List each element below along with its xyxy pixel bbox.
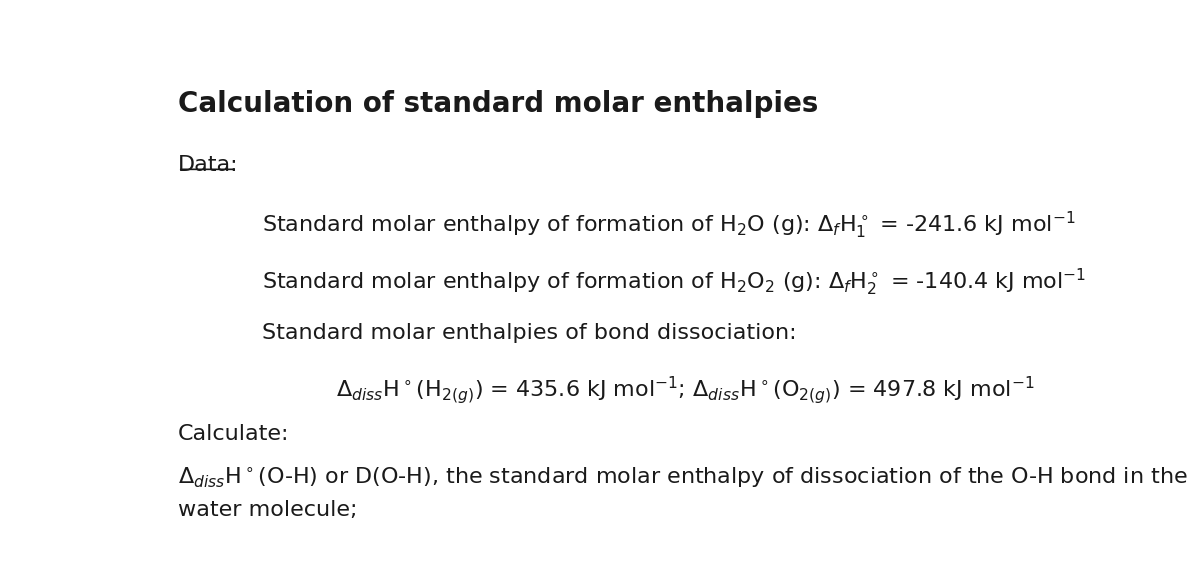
Text: Standard molar enthalpy of formation of H$_2$O (g): $\Delta_f$H$^\circ_1$ = -241: Standard molar enthalpy of formation of …: [262, 210, 1075, 241]
Text: Standard molar enthalpies of bond dissociation:: Standard molar enthalpies of bond dissoc…: [262, 323, 797, 344]
Text: $\Delta_{diss}$H$^\circ$(H$_{2(g)}$) = 435.6 kJ mol$^{-1}$; $\Delta_{diss}$H$^\c: $\Delta_{diss}$H$^\circ$(H$_{2(g)}$) = 4…: [336, 374, 1034, 405]
Text: Standard molar enthalpy of formation of H$_2$O$_2$ (g): $\Delta_f$H$^\circ_2$ = : Standard molar enthalpy of formation of …: [262, 266, 1086, 298]
Text: $\Delta_{diss}$H$^\circ$(O-H) or D(O-H), the standard molar enthalpy of dissocia: $\Delta_{diss}$H$^\circ$(O-H) or D(O-H),…: [178, 466, 1188, 490]
Text: Calculation of standard molar enthalpies: Calculation of standard molar enthalpies: [178, 90, 818, 118]
Text: water molecule;: water molecule;: [178, 500, 358, 521]
Text: Data:: Data:: [178, 155, 239, 175]
Text: Calculate:: Calculate:: [178, 424, 289, 444]
